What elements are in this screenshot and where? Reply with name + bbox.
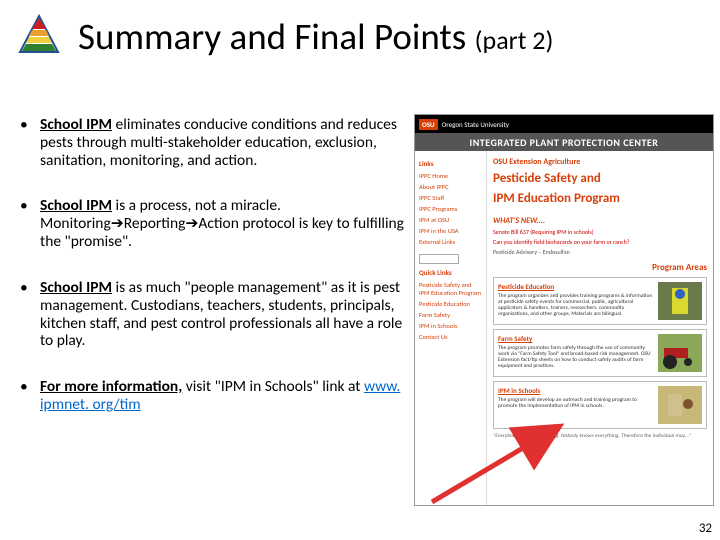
bullet-text: For more information, visit "IPM in Scho…: [40, 378, 410, 414]
area-desc: The program promotes farm safety through…: [498, 345, 654, 369]
footer-quote: "Everybody knows something. Nobody knows…: [493, 433, 707, 439]
sidebar-link[interactable]: IPPC Home: [419, 170, 482, 181]
area-title[interactable]: Farm Safety: [498, 334, 654, 343]
program-title-2: IPM Education Program: [493, 191, 707, 207]
bullet-text: School IPM is a process, not a miracle. …: [40, 197, 410, 250]
news-item: Pesticide Advisory – Endosulfan: [493, 248, 707, 256]
page-title: Summary and Final Points (part 2): [78, 14, 553, 59]
sidebar-link[interactable]: IPM in Schools: [419, 320, 482, 331]
news-item: Senate Bill 637 (Requiring IPM in school…: [493, 228, 707, 236]
bullet-marker: •: [20, 116, 40, 169]
title-part: (part 2): [475, 24, 554, 56]
program-area: Farm Safety The program promotes farm sa…: [493, 329, 707, 377]
sidebar-link[interactable]: Pesticide Education: [419, 298, 482, 309]
bullet-item: • For more information, visit "IPM in Sc…: [20, 378, 410, 414]
program-title-1: Pesticide Safety and: [493, 171, 707, 187]
ss-main: OSU Extension Agriculture Pesticide Safe…: [487, 151, 713, 505]
sidebar-quick-title: Quick Links: [419, 268, 482, 277]
osu-logo: OSU: [419, 119, 438, 130]
page-number: 32: [699, 521, 712, 536]
bullet-item: • School IPM is a process, not a miracle…: [20, 197, 410, 250]
sidebar-link[interactable]: External Links: [419, 236, 482, 247]
sidebar-links-title: Links: [419, 159, 482, 168]
website-screenshot: OSU Oregon State University INTEGRATED P…: [414, 114, 714, 506]
area-title[interactable]: IPM in Schools: [498, 386, 654, 395]
whats-new-label: WHAT'S NEW....: [493, 216, 707, 226]
title-main: Summary and Final Points: [78, 14, 475, 59]
university-name: Oregon State University: [442, 120, 509, 129]
area-desc: The program organizes and provides train…: [498, 293, 654, 317]
sidebar-link[interactable]: Pesticide Safety and IPM Education Progr…: [419, 279, 482, 298]
area-title[interactable]: Pesticide Education: [498, 282, 654, 291]
program-area: IPM in Schools The program will develop …: [493, 381, 707, 429]
bullet-marker: •: [20, 378, 40, 414]
extension-label: OSU Extension Agriculture: [493, 157, 707, 167]
sidebar-link[interactable]: IPM at OSU: [419, 214, 482, 225]
program-area: Pesticide Education The program organize…: [493, 277, 707, 325]
pyramid-logo-icon: [18, 14, 60, 56]
news-item: Can you identify field biohazards on you…: [493, 238, 707, 246]
sidebar-link[interactable]: About IPPC: [419, 181, 482, 192]
bullet-item: • School IPM eliminates conducive condit…: [20, 116, 410, 169]
school-image-icon: [658, 386, 702, 424]
sidebar-link[interactable]: Farm Safety: [419, 309, 482, 320]
bullet-marker: •: [20, 279, 40, 350]
program-areas-label: Program Areas: [493, 262, 707, 273]
ss-banner: INTEGRATED PLANT PROTECTION CENTER: [415, 133, 713, 151]
tractor-image-icon: [658, 334, 702, 372]
sidebar-link[interactable]: IPM in the USA: [419, 225, 482, 236]
bullet-item: • School IPM is as much "people manageme…: [20, 279, 410, 350]
area-desc: The program will develop an outreach and…: [498, 397, 654, 409]
search-input[interactable]: [419, 254, 459, 264]
search-box: [419, 253, 482, 264]
bullet-text: School IPM is as much "people management…: [40, 279, 410, 350]
sidebar-link[interactable]: IPPC Staff: [419, 192, 482, 203]
sidebar-link[interactable]: Contact Us: [419, 331, 482, 342]
pesticide-image-icon: [658, 282, 702, 320]
bullet-marker: •: [20, 197, 40, 250]
bullet-text: School IPM eliminates conducive conditio…: [40, 116, 410, 169]
ss-header: OSU Oregon State University: [415, 115, 713, 133]
ss-sidebar: Links IPPC Home About IPPC IPPC Staff IP…: [415, 151, 487, 505]
sidebar-link[interactable]: IPPC Programs: [419, 203, 482, 214]
bullet-list: • School IPM eliminates conducive condit…: [20, 116, 410, 442]
